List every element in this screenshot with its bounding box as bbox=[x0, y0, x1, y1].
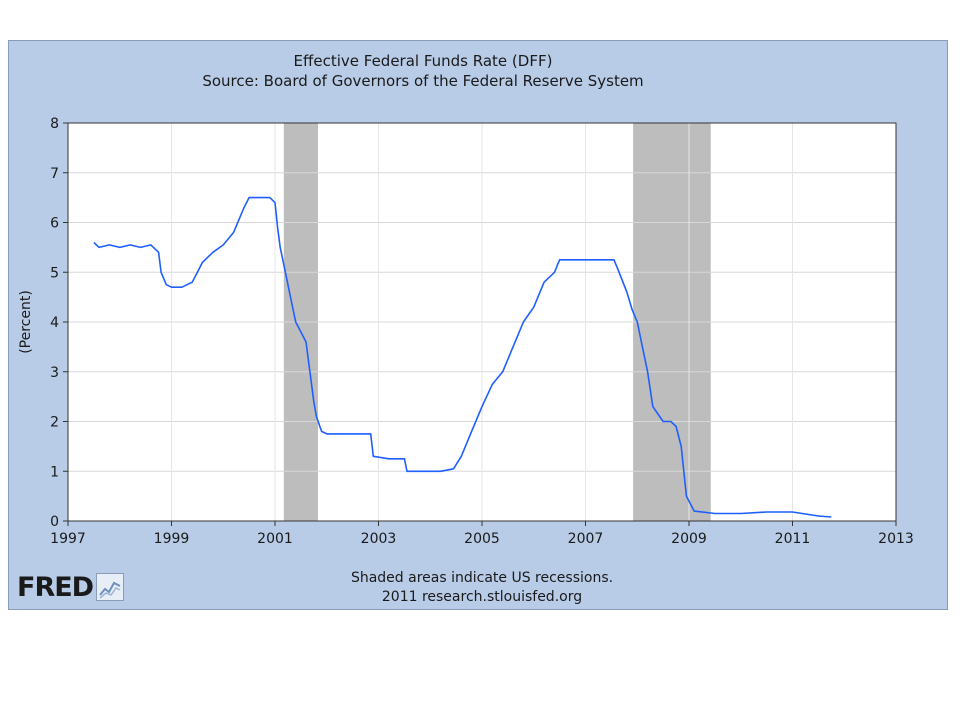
y-tick-label-2: 2 bbox=[50, 415, 59, 431]
chart-subtitle: Source: Board of Governors of the Federa… bbox=[202, 72, 643, 90]
x-axis-ticks: 1997 1999 2001 2003 2005 2007 2009 2011 2013 bbox=[50, 521, 914, 547]
y-tick-label-1: 1 bbox=[50, 464, 59, 480]
x-tick-label-2011: 2011 bbox=[775, 531, 811, 547]
x-tick-label-2009: 2009 bbox=[671, 531, 707, 547]
fred-chart: Effective Federal Funds Rate (DFF) Sourc… bbox=[18, 52, 914, 605]
series-layer bbox=[93, 196, 832, 518]
x-tick-label-2013: 2013 bbox=[878, 531, 914, 547]
y-tick-label-6: 6 bbox=[50, 216, 59, 232]
x-tick-label-1997: 1997 bbox=[50, 531, 86, 547]
y-tick-label-8: 8 bbox=[50, 116, 59, 132]
chart-title: Effective Federal Funds Rate (DFF) bbox=[294, 52, 553, 70]
fred-logo[interactable]: FRED bbox=[17, 571, 125, 603]
chart-panel: Effective Federal Funds Rate (DFF) Sourc… bbox=[8, 40, 948, 610]
y-axis-label: (Percent) bbox=[18, 290, 34, 354]
x-tick-label-2003: 2003 bbox=[361, 531, 397, 547]
y-axis-ticks: 0 1 2 3 4 5 6 7 8 bbox=[50, 116, 68, 530]
series-line-1 bbox=[93, 196, 832, 518]
fred-chart-logo-icon bbox=[96, 573, 125, 601]
x-tick-label-2005: 2005 bbox=[464, 531, 500, 547]
y-tick-label-5: 5 bbox=[50, 265, 59, 281]
x-tick-label-1999: 1999 bbox=[154, 531, 190, 547]
recession-note: Shaded areas indicate US recessions. bbox=[351, 570, 613, 586]
x-tick-label-2007: 2007 bbox=[568, 531, 604, 547]
fred-wordmark: FRED bbox=[17, 571, 94, 603]
y-tick-label-0: 0 bbox=[50, 514, 59, 530]
y-tick-label-4: 4 bbox=[50, 315, 59, 331]
y-tick-label-7: 7 bbox=[50, 166, 59, 182]
y-tick-label-3: 3 bbox=[50, 365, 59, 381]
x-tick-label-2001: 2001 bbox=[257, 531, 293, 547]
source-credit: 2011 research.stlouisfed.org bbox=[382, 589, 582, 605]
